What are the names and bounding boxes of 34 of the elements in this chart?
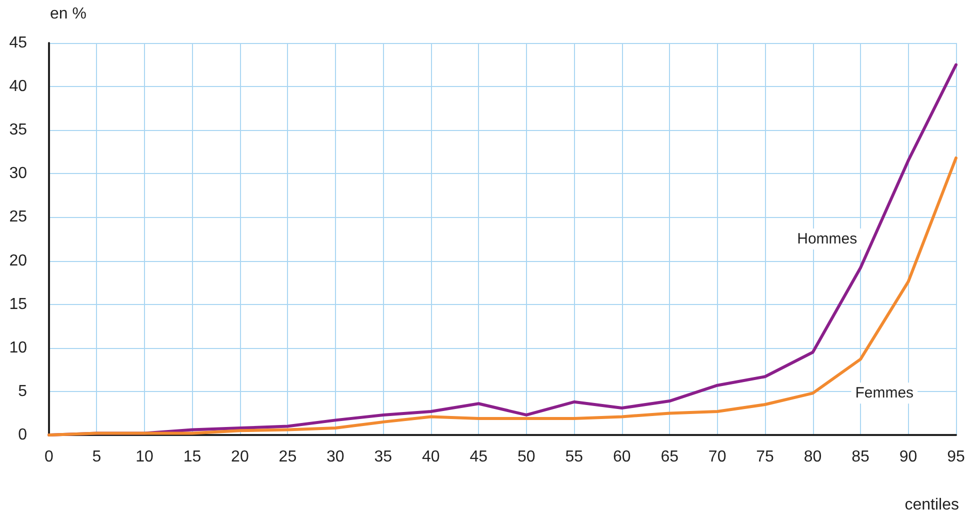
y-tick-label: 45 [9, 34, 28, 52]
y-tick-label: 35 [9, 122, 28, 139]
x-tick-label: 90 [899, 448, 918, 466]
x-tick-label: 35 [374, 448, 392, 466]
x-tick-label: 25 [278, 448, 297, 466]
x-tick-label: 10 [136, 448, 154, 466]
y-tick-label: 0 [18, 426, 28, 444]
x-tick-label: 95 [947, 448, 965, 466]
y-tick-label: 15 [9, 296, 28, 313]
y-tick-label: 40 [9, 78, 28, 96]
x-tick-label: 60 [612, 448, 631, 466]
x-tick-label: 70 [708, 448, 726, 466]
x-tick-label: 0 [44, 448, 54, 466]
x-axis-title: centiles [904, 496, 959, 514]
x-tick-label: 65 [660, 448, 679, 466]
x-tick-label: 75 [756, 448, 774, 466]
x-tick-label: 30 [326, 448, 344, 466]
x-tick-label: 40 [422, 448, 440, 466]
series-label: Hommes [797, 230, 858, 248]
y-tick-label: 10 [9, 339, 28, 356]
x-tick-label: 80 [804, 448, 822, 466]
y-axis-title: en % [50, 6, 86, 22]
y-tick-label: 30 [9, 165, 28, 182]
x-tick-label: 15 [183, 448, 202, 466]
y-tick-label: 25 [9, 208, 28, 226]
x-tick-label: 55 [565, 448, 584, 466]
x-tick-label: 45 [470, 448, 488, 466]
x-tick-label: 85 [852, 448, 870, 466]
x-tick-label: 20 [231, 448, 249, 466]
y-tick-label: 20 [9, 252, 28, 270]
x-tick-label: 50 [517, 448, 536, 466]
x-tick-label: 5 [92, 448, 102, 466]
series-label: Femmes [855, 384, 914, 402]
y-tick-label: 5 [18, 382, 28, 400]
